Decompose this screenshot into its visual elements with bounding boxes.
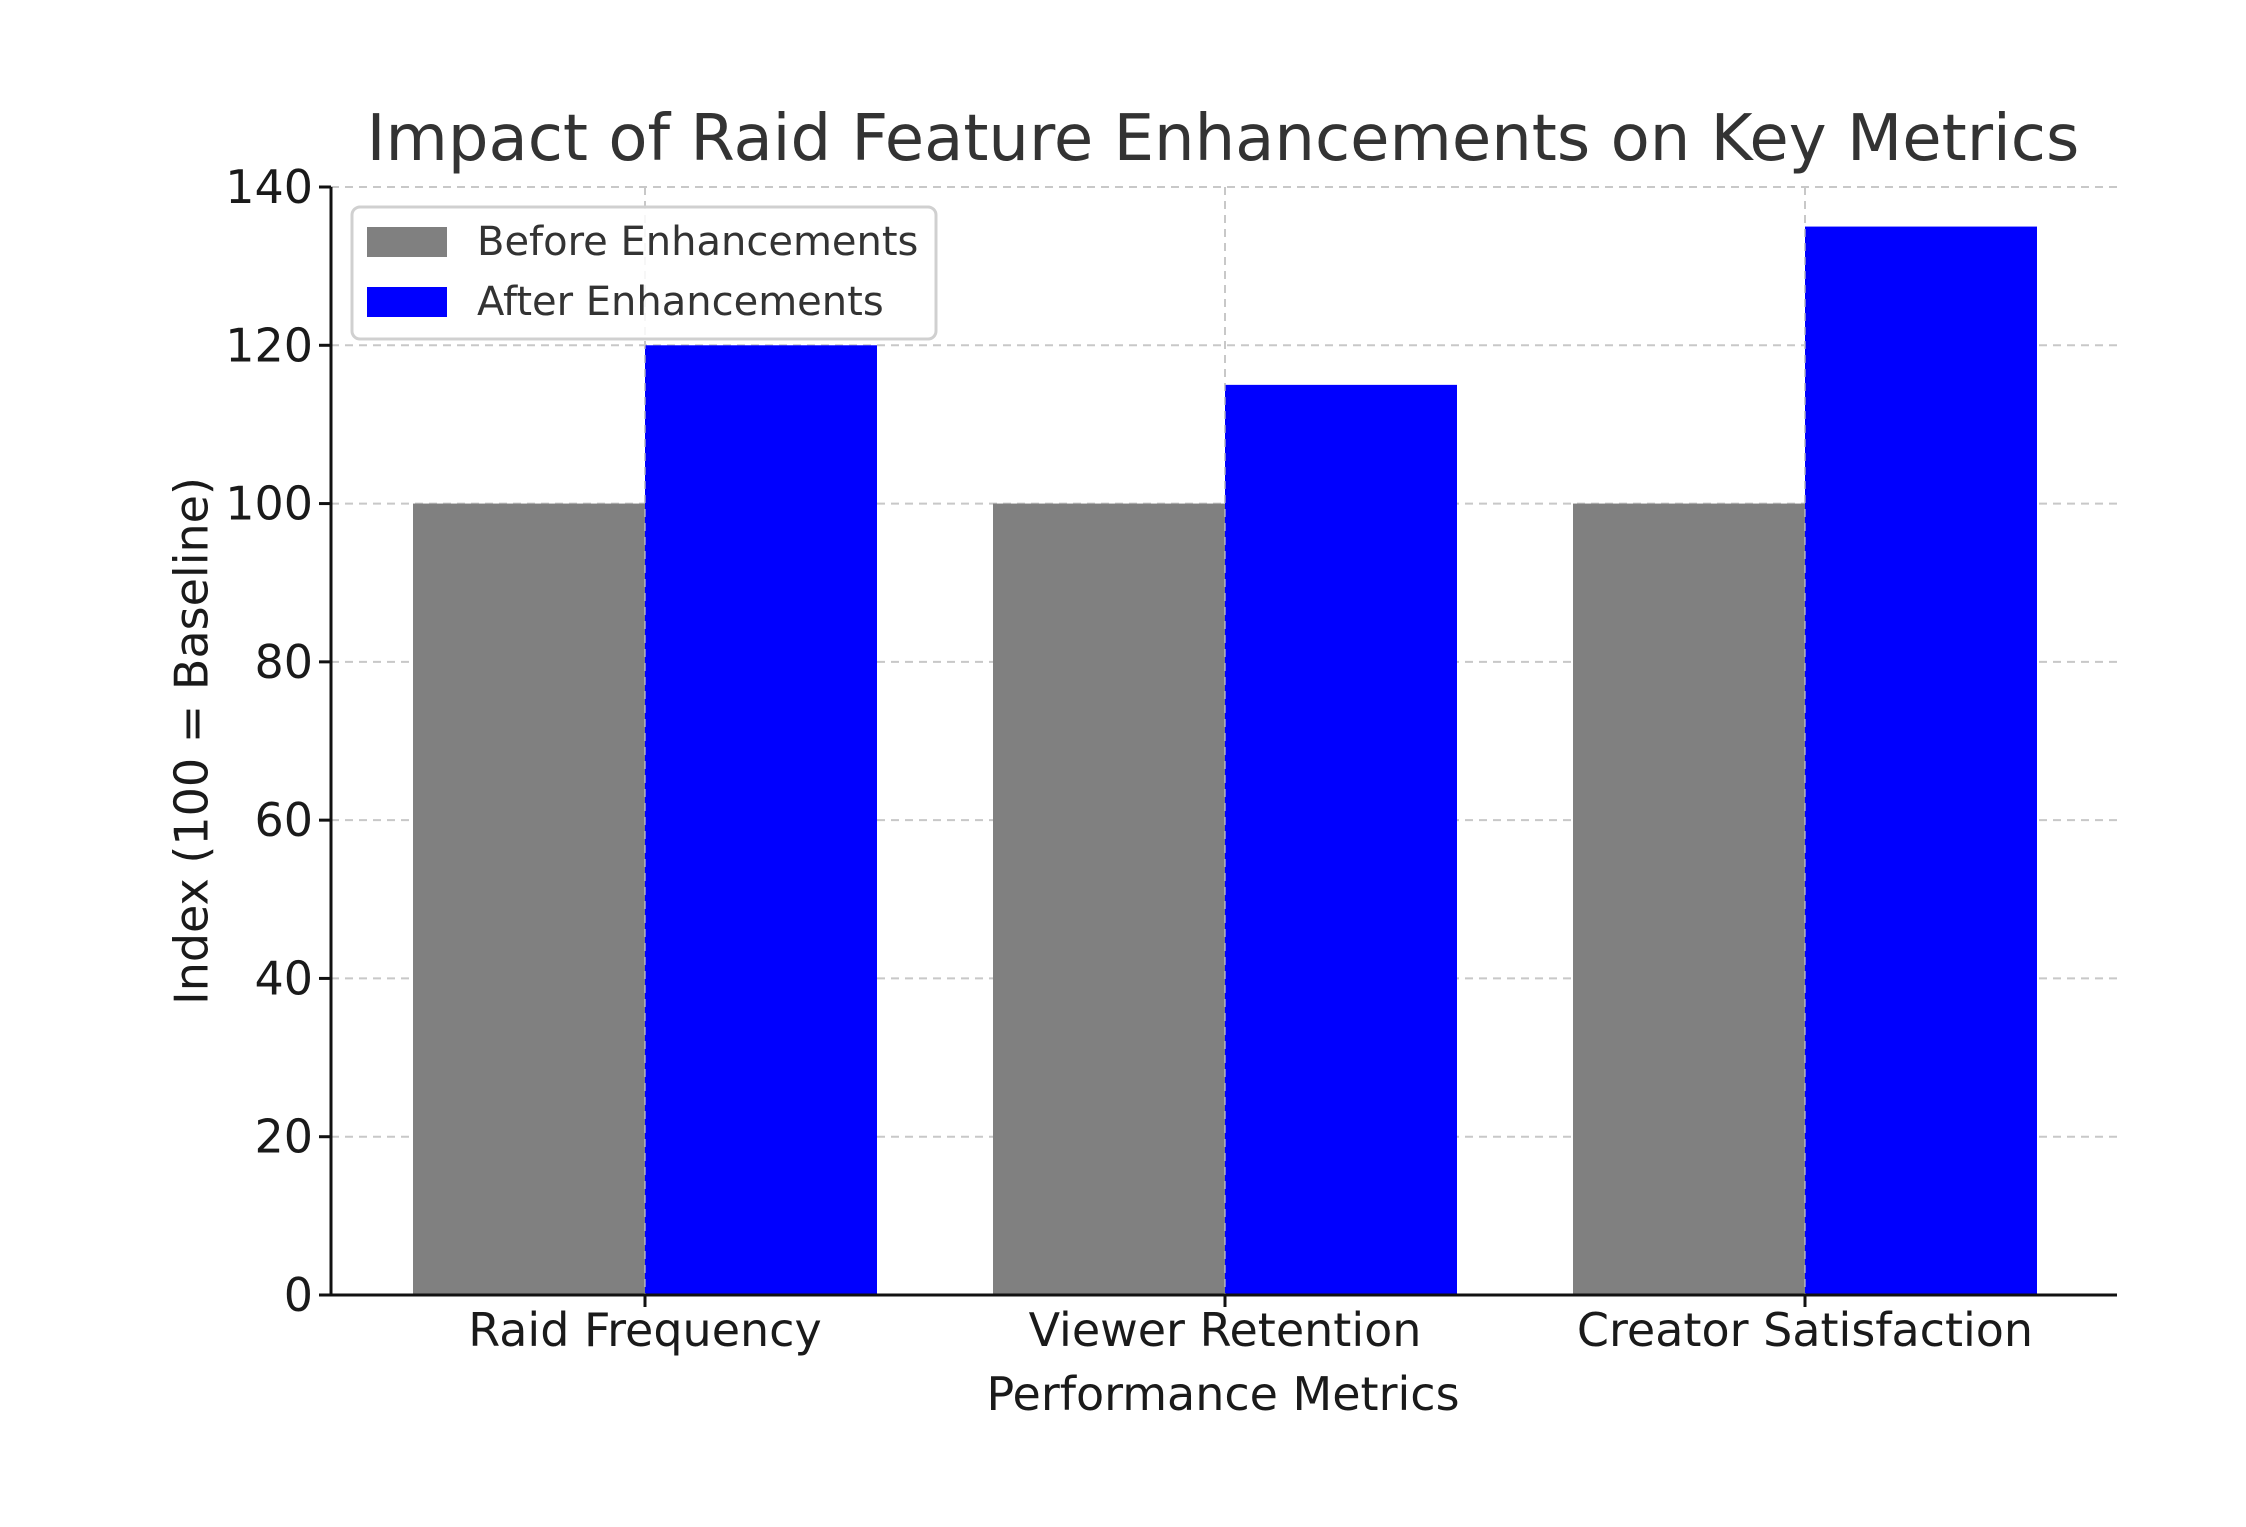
legend: Before Enhancements After Enhancements [350, 205, 938, 341]
bar-after-raid-frequency [645, 345, 877, 1295]
y-tick-label: 120 [225, 318, 313, 372]
y-tick-label: 40 [254, 951, 313, 1005]
legend-box [350, 205, 938, 341]
bar-after-viewer-retention [1225, 384, 1457, 1295]
x-tick-label: Viewer Retention [1029, 1303, 1422, 1357]
y-axis-label: Index (100 = Baseline) [165, 477, 219, 1005]
bars [413, 187, 2037, 1296]
bar-before-creator-satisfaction [1573, 503, 1805, 1296]
x-tick-label: Raid Frequency [468, 1303, 821, 1357]
bar-after-creator-satisfaction [1805, 226, 2037, 1296]
bar-before-viewer-retention [993, 503, 1225, 1296]
legend-label-before: Before Enhancements [477, 219, 918, 265]
y-tick-label: 0 [284, 1268, 313, 1322]
x-tick-label: Creator Satisfaction [1577, 1303, 2033, 1357]
legend-label-after: After Enhancements [477, 279, 884, 325]
y-tick-label: 60 [254, 793, 313, 847]
legend-swatch-after [367, 287, 447, 317]
y-tick-label: 20 [254, 1110, 313, 1164]
y-tick-label: 100 [225, 477, 313, 531]
bar-before-raid-frequency [413, 503, 645, 1296]
y-tick-labels: 0 20 40 60 80 100 120 140 [225, 160, 331, 1322]
x-axis-label: Performance Metrics [986, 1367, 1459, 1421]
y-tick-label: 140 [225, 160, 313, 214]
legend-swatch-before [367, 227, 447, 257]
y-tick-label: 80 [254, 635, 313, 689]
x-tick-labels: Raid Frequency Viewer Retention Creator Sa… [468, 1295, 2033, 1357]
chart-title: Impact of Raid Feature Enhancements on K… [367, 102, 2080, 176]
